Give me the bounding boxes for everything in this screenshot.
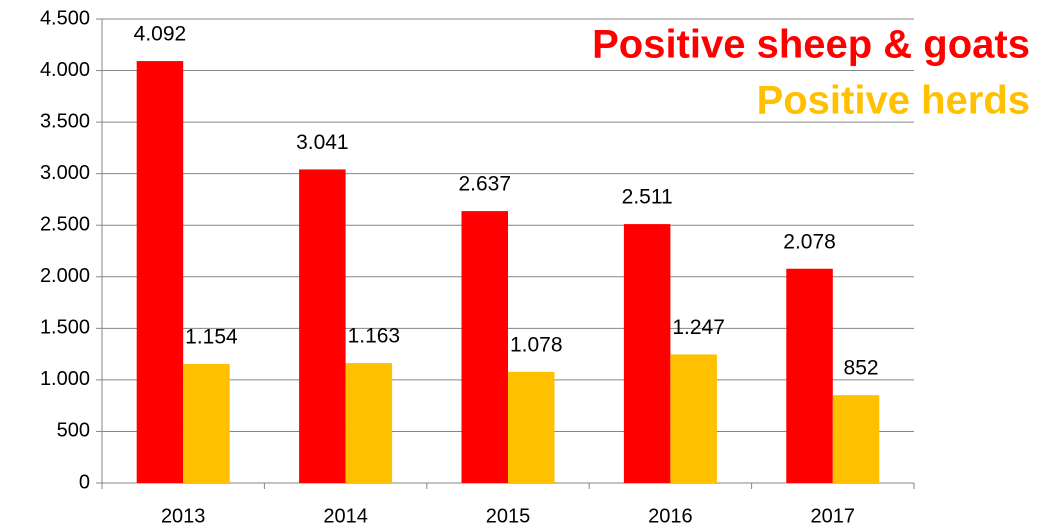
bar	[623, 224, 671, 483]
x-tick-label: 2014	[323, 505, 368, 527]
bar	[832, 395, 880, 483]
y-tick-label: 4.000	[40, 59, 90, 81]
bar	[786, 268, 833, 483]
y-tick-label: 1.500	[40, 317, 90, 339]
legend-entry: Positive sheep & goats	[592, 23, 1030, 67]
value-label: 4.092	[134, 23, 187, 46]
x-tick-label: 2016	[648, 505, 693, 527]
value-label: 2.511	[622, 186, 673, 209]
legend-entry: Positive herds	[757, 79, 1030, 123]
y-tick-label: 1.000	[40, 368, 90, 390]
value-label: 2.637	[458, 173, 511, 196]
bar	[299, 169, 346, 483]
value-label: 1.247	[672, 316, 725, 339]
y-tick-label: 0	[79, 471, 90, 493]
value-label: 1.078	[510, 333, 563, 356]
value-label: 852	[844, 357, 879, 380]
x-tick-label: 2013	[161, 505, 206, 527]
bar	[183, 364, 230, 483]
value-label: 1.154	[185, 326, 238, 349]
y-tick-label: 2.000	[40, 265, 90, 287]
y-tick-label: 3.500	[40, 110, 90, 132]
bar	[136, 61, 184, 483]
value-label: 1.163	[348, 325, 401, 348]
y-tick-label: 2.500	[40, 214, 90, 236]
x-tick-label: 2017	[811, 505, 856, 527]
y-tick-label: 500	[57, 420, 90, 442]
bar	[345, 363, 393, 483]
y-tick-label: 4.500	[40, 7, 90, 29]
x-tick-label: 2015	[486, 505, 531, 527]
y-tick-label: 3.000	[40, 162, 90, 184]
value-label: 3.041	[296, 131, 349, 154]
bar	[670, 354, 717, 483]
bar	[508, 371, 555, 483]
value-label: 2.078	[783, 230, 836, 253]
bar	[461, 211, 508, 483]
